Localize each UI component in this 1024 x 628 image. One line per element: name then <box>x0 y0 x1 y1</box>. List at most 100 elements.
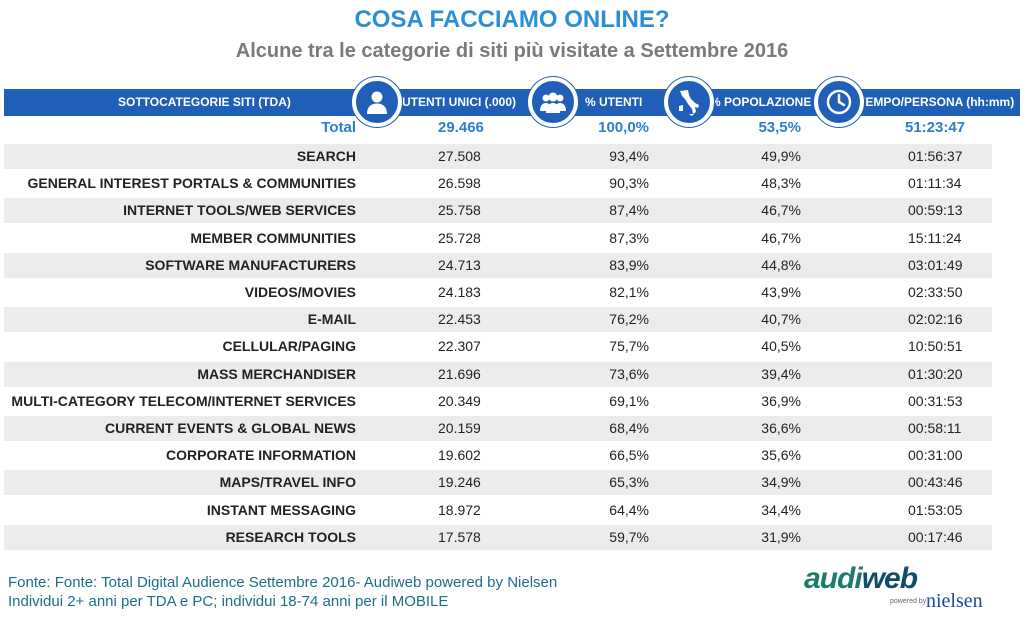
pct-population: 49,9% <box>761 148 801 164</box>
table-row: MAPS/TRAVEL INFO 19.246 65,3% 34,9% 00:43:46 <box>0 469 1024 496</box>
unique-users: 17.578 <box>438 528 481 545</box>
time-per-person: 00:58:11 <box>908 420 962 436</box>
pct-population: 46,7% <box>761 229 801 246</box>
row-background <box>4 361 992 387</box>
row-background <box>4 252 992 278</box>
footer-source: Fonte: Fonte: Total Digital Audience Set… <box>8 573 557 611</box>
row-background <box>4 416 992 441</box>
time-per-person: 01:30:20 <box>908 365 963 382</box>
unique-users: 24.183 <box>438 284 481 300</box>
total-label: Total <box>321 119 356 136</box>
table-row: RESEARCH TOOLS 17.578 59,7% 31,9% 00:17:46 <box>0 524 1024 551</box>
category-name: GENERAL INTEREST PORTALS & COMMUNITIES <box>27 175 357 192</box>
header-pct-users: % UTENTI <box>585 95 643 109</box>
category-name: MEMBER COMMUNITIES <box>190 229 356 246</box>
italy-map-icon <box>664 77 714 127</box>
person-icon <box>352 77 402 127</box>
time-per-person: 00:31:53 <box>908 392 963 409</box>
pct-users: 83,9% <box>609 256 649 273</box>
header-time-per-person: TEMPO/PERSONA (hh:mm) <box>858 95 1015 109</box>
unique-users: 21.696 <box>438 365 481 382</box>
time-per-person: 10:50:51 <box>908 338 963 355</box>
unique-users: 25.758 <box>438 202 481 219</box>
unique-users: 25.728 <box>438 229 481 246</box>
header-pct-population: % POPOLAZIONE <box>710 95 812 109</box>
category-name: INTERNET TOOLS/WEB SERVICES <box>123 202 356 219</box>
table-row: CELLULAR/PAGING 22.307 75,7% 40,5% 10:50:51 <box>0 333 1024 360</box>
pct-users: 66,5% <box>609 447 649 464</box>
category-name: RESEARCH TOOLS <box>225 528 356 545</box>
time-per-person: 00:43:46 <box>908 474 963 491</box>
row-background <box>4 144 992 169</box>
table-row: INSTANT MESSAGING 18.972 64,4% 34,4% 01:53:0… <box>0 497 1024 524</box>
pct-population: 39,4% <box>761 365 801 382</box>
unique-users: 22.453 <box>438 311 481 328</box>
time-per-person: 00:59:13 <box>908 202 963 219</box>
table-row: MASS MERCHANDISER 21.696 73,6% 39,4% 01:30:2… <box>0 361 1024 388</box>
category-name: MASS MERCHANDISER <box>197 365 356 382</box>
time-per-person: 02:33:50 <box>908 284 963 300</box>
unique-users: 27.508 <box>438 148 481 164</box>
category-name: MAPS/TRAVEL INFO <box>219 474 356 491</box>
pct-users: 75,7% <box>609 338 649 355</box>
pct-users: 87,3% <box>609 229 649 246</box>
pct-users: 59,7% <box>609 528 649 545</box>
unique-users: 19.602 <box>438 447 481 464</box>
group-icon <box>528 77 578 127</box>
total-pct-population: 53,5% <box>758 119 801 136</box>
unique-users: 19.246 <box>438 474 481 491</box>
pct-population: 40,7% <box>761 311 801 328</box>
table-row: MULTI-CATEGORY TELECOM/INTERNET SERVICES… <box>0 388 1024 415</box>
category-name: INSTANT MESSAGING <box>206 501 356 518</box>
pct-users: 64,4% <box>609 501 649 518</box>
time-per-person: 00:17:46 <box>908 528 963 545</box>
category-name: SOFTWARE MANUFACTURERS <box>145 256 356 273</box>
unique-users: 20.159 <box>438 420 481 436</box>
pct-population: 34,9% <box>761 474 801 491</box>
total-pct-users: 100,0% <box>598 119 649 136</box>
category-name: CURRENT EVENTS & GLOBAL NEWS <box>105 420 356 436</box>
header-users: UTENTI UNICI (.000) <box>402 95 517 109</box>
pct-users: 87,4% <box>609 202 649 219</box>
pct-population: 43,9% <box>761 284 801 300</box>
category-name: SEARCH <box>296 148 356 164</box>
row-background <box>4 470 992 496</box>
footer-line-2: Individui 2+ anni per TDA e PC; individu… <box>8 593 449 610</box>
pct-users: 82,1% <box>609 284 649 300</box>
page-subtitle: Alcune tra le categorie di siti più visi… <box>235 40 789 62</box>
footer-line-1: Fonte: Fonte: Total Digital Audience Set… <box>8 574 558 591</box>
unique-users: 22.307 <box>438 338 481 355</box>
pct-population: 35,6% <box>761 447 801 464</box>
page-title: COSA FACCIAMO ONLINE? <box>354 6 670 33</box>
row-background <box>4 307 992 333</box>
time-per-person: 01:56:37 <box>908 148 963 164</box>
clock-icon <box>814 77 864 127</box>
pct-population: 46,7% <box>761 202 801 219</box>
time-per-person: 00:31:00 <box>908 447 963 464</box>
audiweb-nielsen-logo: audiweb powered by nielsen <box>804 562 983 612</box>
pct-population: 40,5% <box>761 338 801 355</box>
pct-population: 31,9% <box>761 528 801 545</box>
pct-users: 68,4% <box>609 420 649 436</box>
total-users: 29.466 <box>438 119 484 136</box>
pct-population: 34,4% <box>761 501 801 518</box>
total-time: 51:23:47 <box>905 119 966 136</box>
row-background <box>4 524 992 550</box>
table-row: VIDEOS/MOVIES 24.183 82,1% 43,9% 02:33:50 <box>0 279 1024 306</box>
category-name: MULTI-CATEGORY TELECOM/INTERNET SERVICES <box>11 392 356 409</box>
category-name: E-MAIL <box>307 311 356 328</box>
header-category: SOTTOCATEGORIE SITI (TDA) <box>118 95 291 109</box>
unique-users: 20.349 <box>438 392 481 409</box>
category-name: CELLULAR/PAGING <box>222 338 356 355</box>
table-row: INTERNET TOOLS/WEB SERVICES 25.758 87,4% 46… <box>0 197 1024 224</box>
pct-users: 73,6% <box>609 365 649 382</box>
pct-users: 93,4% <box>609 148 649 164</box>
pct-users: 65,3% <box>609 474 649 491</box>
table-row: SOFTWARE MANUFACTURERS 24.713 83,9% 44,8% 03… <box>0 252 1024 279</box>
pct-population: 44,8% <box>761 256 801 273</box>
category-name: CORPORATE INFORMATION <box>165 447 356 464</box>
table-row: SEARCH 27.508 93,4% 49,9% 01:56:37 <box>0 143 1024 170</box>
table-row: CORPORATE INFORMATION 19.602 66,5% 35,6% 00:… <box>0 442 1024 469</box>
time-per-person: 01:11:34 <box>908 175 962 192</box>
pct-population: 36,9% <box>761 392 801 409</box>
